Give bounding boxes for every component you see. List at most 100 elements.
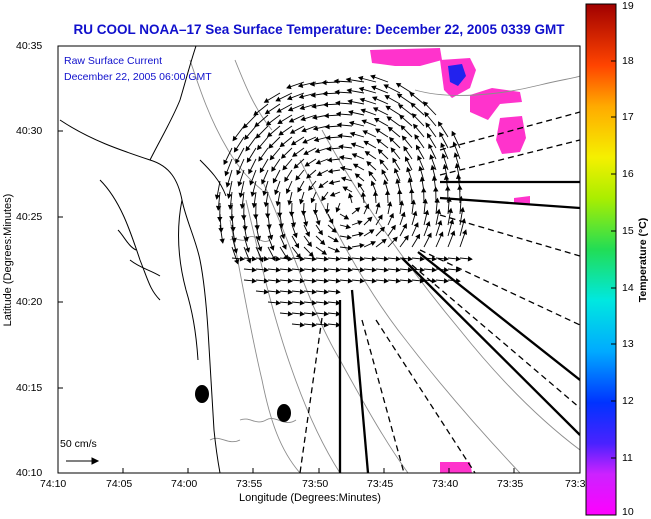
current-vector-head <box>214 194 221 200</box>
current-vector-head <box>335 322 341 328</box>
current-vector-head <box>370 74 376 80</box>
current-vector-head <box>269 245 275 251</box>
current-vector-head <box>346 234 352 240</box>
x-tick-label: 73:50 <box>302 478 329 490</box>
current-vector-head <box>238 192 244 198</box>
current-vector-head <box>331 227 337 233</box>
colorbar-tick-label: 10 <box>622 506 634 518</box>
current-vector-head <box>376 138 382 144</box>
current-vector-head <box>275 201 281 207</box>
current-vector-head <box>395 278 401 284</box>
current-vector-head <box>419 278 425 284</box>
current-vector-head <box>387 126 394 132</box>
current-vector-head <box>299 311 305 317</box>
current-vector-head <box>263 202 269 208</box>
current-vector-head <box>439 131 445 138</box>
current-vector-head <box>349 131 356 137</box>
current-vector-head <box>326 157 333 163</box>
current-vector-head <box>233 147 239 153</box>
current-vector-head <box>280 233 286 240</box>
current-vector-head <box>311 311 317 317</box>
current-vector-head <box>359 278 365 284</box>
current-vector-head <box>310 92 316 98</box>
coastline <box>59 46 227 473</box>
current-vector-head <box>311 103 317 109</box>
current-vector-head <box>323 278 329 284</box>
current-vector-head <box>293 163 299 169</box>
current-vector-head <box>371 256 377 262</box>
current-vector-head <box>281 244 287 250</box>
current-vector-head <box>334 89 340 95</box>
colorbar-tick-label: 18 <box>622 55 634 67</box>
current-vector-head <box>357 220 363 226</box>
current-vector-head <box>410 102 416 108</box>
current-vector-head <box>333 237 339 243</box>
current-vector-head <box>371 278 377 284</box>
y-tick-label: 40:25 <box>16 211 43 223</box>
current-vector-head <box>263 98 270 103</box>
current-vector-head <box>393 167 399 174</box>
current-vector-head <box>289 129 296 134</box>
current-vector-head <box>306 241 312 247</box>
current-vector-head <box>333 78 339 84</box>
current-vector-head <box>441 153 447 159</box>
current-vector-head <box>335 111 342 117</box>
current-vector-head <box>395 82 402 88</box>
current-vector-head <box>326 146 332 152</box>
current-vector-head <box>437 220 443 226</box>
current-vector-head <box>280 153 287 159</box>
y-tick-label: 40:10 <box>16 467 43 479</box>
current-vector-head <box>419 267 425 273</box>
y-tick-label: 40:35 <box>16 40 43 52</box>
current-vector-head <box>323 267 329 273</box>
current-vector-head <box>287 106 294 112</box>
current-vector-head <box>249 180 255 186</box>
colorbar-tick-label: 11 <box>622 452 633 464</box>
current-vector-head <box>246 157 252 163</box>
current-vector-head <box>335 267 341 273</box>
current-vector-head <box>324 124 330 130</box>
current-vector-head <box>263 289 269 295</box>
current-vector-head <box>359 97 366 103</box>
current-vector-head <box>389 212 394 219</box>
current-vector-head <box>375 202 381 208</box>
current-vector-head <box>328 218 334 225</box>
current-vector-head <box>251 203 258 209</box>
y-tick-label: 40:30 <box>16 125 43 137</box>
current-vector-head <box>361 119 367 125</box>
current-vector-head <box>368 229 375 235</box>
colorbar-tick-label: 19 <box>622 0 634 12</box>
current-vector-head <box>253 110 259 116</box>
current-vector-head <box>371 267 377 273</box>
sst-patch <box>496 116 526 154</box>
current-vector-head <box>231 237 237 243</box>
current-vector-head <box>390 147 396 153</box>
current-vector-head <box>274 189 280 196</box>
current-vector-head <box>236 169 242 176</box>
current-vector-head <box>364 203 370 210</box>
current-vector-head <box>290 222 297 228</box>
current-vector-head <box>422 101 429 107</box>
current-vector-head <box>383 267 389 273</box>
current-vector-head <box>400 125 406 131</box>
current-vector-head <box>413 123 419 130</box>
current-vector-head <box>400 211 406 218</box>
current-vector-head <box>308 251 314 258</box>
current-vector-head <box>299 267 305 273</box>
current-vector-head <box>395 256 401 262</box>
current-vector-head <box>310 197 316 204</box>
current-vector-head <box>351 153 358 159</box>
current-vector-head <box>299 300 305 306</box>
current-vector-head <box>288 117 295 123</box>
legend-current-label: Raw Surface Current <box>64 55 163 67</box>
current-vector-head <box>275 256 281 262</box>
current-vector-head <box>415 233 421 240</box>
current-vector-head <box>414 134 420 140</box>
current-vector-head <box>311 300 317 306</box>
current-vector-head <box>415 144 421 151</box>
current-vector-head <box>392 236 398 243</box>
current-vector-head <box>443 174 450 180</box>
current-vector-head <box>413 222 419 228</box>
current-vector-head <box>301 127 307 133</box>
